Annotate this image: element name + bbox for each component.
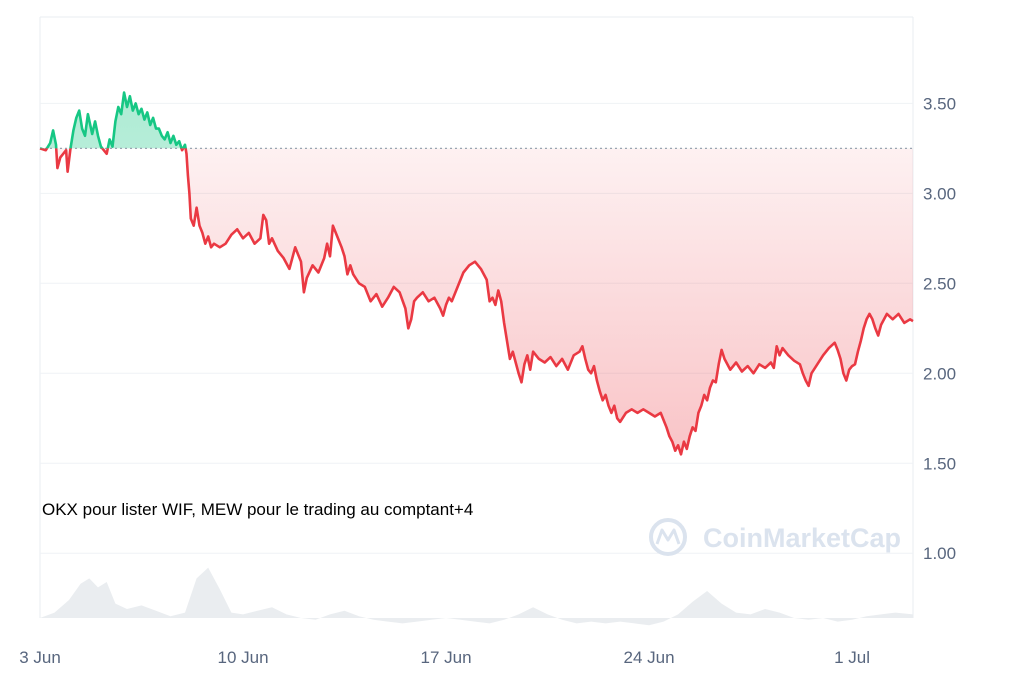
price-area-fills — [40, 92, 913, 455]
y-tick-label: 2.00 — [923, 364, 956, 383]
x-tick-label: 3 Jun — [19, 648, 61, 667]
volume-area — [40, 567, 913, 626]
price-area-down — [40, 148, 913, 455]
price-line-down — [39, 148, 914, 456]
y-tick-label: 3.50 — [923, 94, 956, 113]
x-tick-label: 17 Jun — [421, 648, 472, 667]
coinmarketcap-watermark: CoinMarketCap — [649, 518, 901, 556]
price-lines — [39, 91, 914, 456]
watermark-label: CoinMarketCap — [703, 523, 901, 553]
x-tick-label: 1 Jul — [834, 648, 870, 667]
coinmarketcap-logo-mark — [655, 528, 681, 545]
y-tick-label: 1.00 — [923, 544, 956, 563]
y-tick-label: 2.50 — [923, 274, 956, 293]
x-tick-label: 10 Jun — [217, 648, 268, 667]
gridlines — [40, 102, 913, 554]
news-annotation[interactable]: OKX pour lister WIF, MEW pour le trading… — [42, 500, 473, 519]
y-tick-label: 3.00 — [923, 184, 956, 203]
x-tick-label: 24 Jun — [624, 648, 675, 667]
coinmarketcap-logo-icon — [649, 518, 687, 556]
x-axis-labels: 3 Jun 10 Jun 17 Jun 24 Jun 1 Jul — [19, 648, 870, 667]
y-tick-label: 1.50 — [923, 454, 956, 473]
y-axis-labels: 1.00 1.50 2.00 2.50 3.00 3.50 — [923, 94, 956, 563]
price-line-up — [40, 91, 187, 149]
